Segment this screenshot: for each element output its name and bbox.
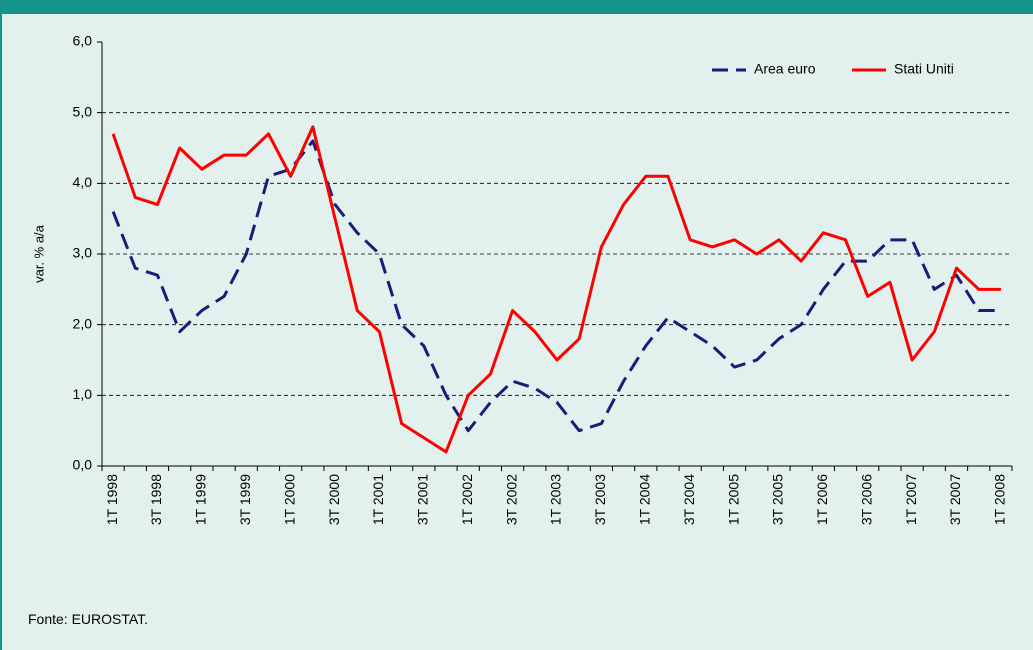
legend-label: Stati Uniti bbox=[894, 61, 954, 77]
x-tick-label: 1T 2002 bbox=[459, 474, 475, 525]
x-tick-label: 1T 1999 bbox=[193, 474, 209, 525]
x-tick-label: 3T 2000 bbox=[326, 474, 342, 525]
x-tick-label: 3T 2003 bbox=[592, 474, 608, 525]
x-tick-label: 1T 2000 bbox=[281, 474, 297, 525]
header-bar bbox=[2, 0, 1033, 14]
y-tick-label: 3,0 bbox=[73, 245, 93, 261]
x-tick-label: 1T 2001 bbox=[370, 474, 386, 525]
x-tick-label: 3T 2004 bbox=[681, 474, 697, 525]
x-tick-label: 3T 2007 bbox=[947, 474, 963, 525]
source-note: Fonte: EUROSTAT. bbox=[28, 611, 149, 627]
x-tick-label: 1T 2004 bbox=[636, 474, 652, 525]
y-tick-label: 6,0 bbox=[73, 33, 93, 49]
x-tick-label: 1T 2007 bbox=[903, 474, 919, 525]
x-tick-label: 3T 1998 bbox=[148, 474, 164, 525]
y-axis-label: var. % a/a bbox=[31, 224, 46, 283]
series-line bbox=[111, 125, 1001, 454]
x-tick-label: 3T 2005 bbox=[770, 474, 786, 525]
x-tick-label: 1T 2003 bbox=[548, 474, 564, 525]
x-tick-label: 3T 2002 bbox=[503, 474, 519, 525]
x-tick-label: 1T 2005 bbox=[725, 474, 741, 525]
x-tick-label: 3T 1999 bbox=[237, 474, 253, 525]
x-tick-label: 1T 2008 bbox=[992, 474, 1008, 525]
legend-label: Area euro bbox=[754, 61, 816, 77]
y-tick-label: 0,0 bbox=[73, 457, 93, 473]
x-tick-label: 3T 2001 bbox=[415, 474, 431, 525]
x-tick-label: 3T 2006 bbox=[858, 474, 874, 525]
y-tick-label: 2,0 bbox=[73, 315, 93, 331]
y-tick-label: 4,0 bbox=[73, 174, 93, 190]
y-tick-label: 5,0 bbox=[73, 103, 93, 119]
y-tick-label: 1,0 bbox=[73, 386, 93, 402]
x-tick-label: 1T 2006 bbox=[814, 474, 830, 525]
x-tick-label: 1T 1998 bbox=[104, 474, 120, 525]
chart: var. % a/a 0,0 1,0 2,0 3,0 4,0 5,0 6,0 1T 1998 3… bbox=[31, 33, 1013, 525]
series-line bbox=[111, 139, 1001, 433]
